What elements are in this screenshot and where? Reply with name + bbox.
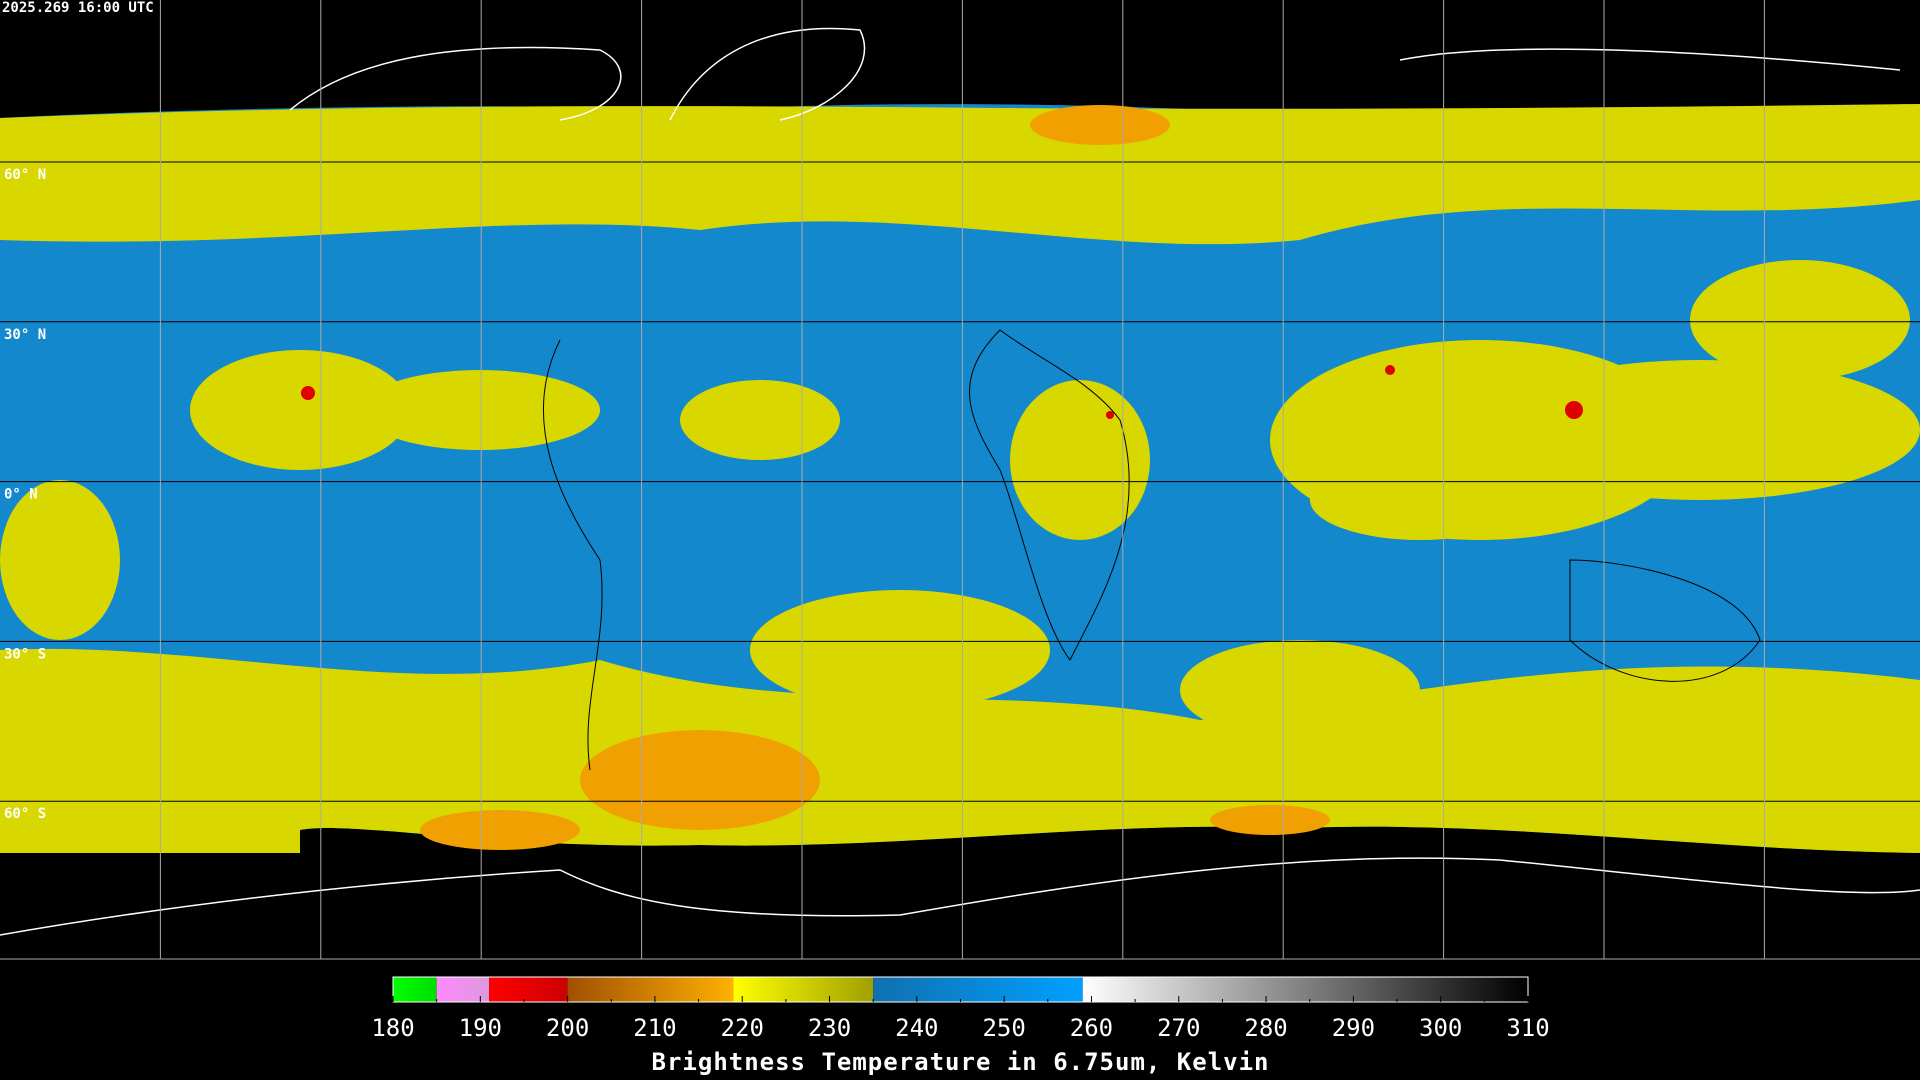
imagery [0, 104, 1920, 853]
water-vapor-field [0, 104, 1920, 853]
colorbar-tick-label: 180 [371, 1014, 414, 1042]
colorbar: 180 190 200 210 220 230 240 250 260 270 280 290 300 3… [371, 976, 1550, 1042]
colorbar-tick-label: 190 [459, 1014, 502, 1042]
colorbar-segment [393, 977, 437, 1002]
colorbar-segment [436, 977, 490, 1002]
colorbar-tick-label: 260 [1070, 1014, 1113, 1042]
colorbar-tick-label: 270 [1157, 1014, 1200, 1042]
colorbar-segment [567, 977, 734, 1002]
latitude-label: 60° N [4, 167, 46, 183]
colorbar-tick-label: 300 [1419, 1014, 1462, 1042]
latitude-label: 30° N [4, 327, 46, 343]
colorbar-tick-label: 250 [982, 1014, 1025, 1042]
moist-regions [0, 104, 1920, 853]
coastlines [0, 27, 1920, 936]
colorbar-tick-label: 210 [633, 1014, 676, 1042]
timestamp: 2025.269 16:00 UTC [2, 0, 154, 16]
colorbar-tick-label: 230 [808, 1014, 851, 1042]
colorbar-tick-label: 290 [1332, 1014, 1375, 1042]
latitude-label: 30° S [4, 646, 46, 662]
graticule-meridians [0, 0, 1920, 960]
coastlines-dark [542, 329, 1761, 771]
dry-cold-regions [420, 105, 1330, 850]
colorbar-segment [1082, 977, 1528, 1002]
colorbar-segment [873, 977, 1083, 1002]
colorbar-tick-label: 220 [721, 1014, 764, 1042]
latitude-label: 0° N [4, 487, 38, 503]
colorbar-tick-label: 240 [895, 1014, 938, 1042]
colorbar-tick-label: 310 [1506, 1014, 1549, 1042]
colorbar-tick-label: 200 [546, 1014, 589, 1042]
latitude-label: 60° S [4, 806, 46, 822]
colorbar-title: Brightness Temperature in 6.75um, Kelvin [652, 1048, 1270, 1076]
colorbar-segment [733, 977, 874, 1002]
graticule [0, 161, 1920, 802]
deep-convection [301, 365, 1583, 419]
colorbar-segment [489, 977, 568, 1002]
colorbar-tick-label: 280 [1244, 1014, 1287, 1042]
